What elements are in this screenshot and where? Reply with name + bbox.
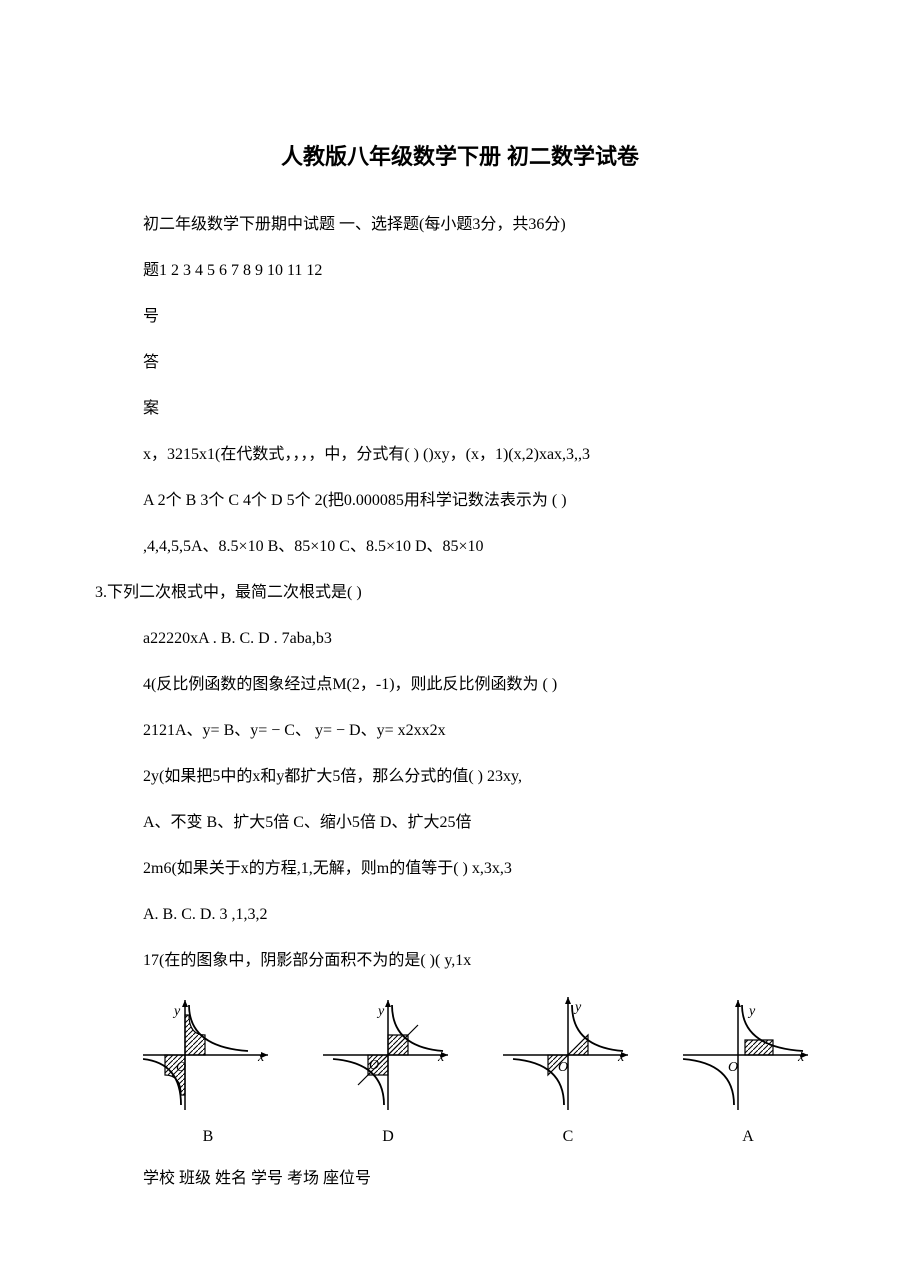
x-axis-label: x xyxy=(258,1047,264,1068)
text-line-10: a22220xA . B. C. D . 7aba,b3 xyxy=(143,627,825,651)
figure-row: y x O B y x O xyxy=(143,995,825,1145)
y-axis-label: y xyxy=(174,1001,180,1022)
text-line-7: A 2个 B 3个 C 4个 D 5个 2(把0.000085用科学记数法表示为… xyxy=(143,489,825,513)
x-axis-label: x xyxy=(618,1047,624,1068)
text-line-15: 2m6(如果关于x的方程,1,无解，则m的值等于( ) x,3x,3 xyxy=(143,857,825,881)
figure-b: y x O B xyxy=(143,995,273,1145)
figure-label-d: D xyxy=(323,1125,453,1149)
figure-c: y x O C xyxy=(503,995,633,1145)
text-line-3: 号 xyxy=(143,305,825,329)
text-line-1: 初二年级数学下册期中试题 一、选择题(每小题3分，共36分) xyxy=(143,213,825,237)
text-line-2: 题1 2 3 4 5 6 7 8 9 10 11 12 xyxy=(143,259,825,283)
x-axis-label: x xyxy=(798,1047,804,1068)
y-axis-label: y xyxy=(575,997,581,1018)
text-line-17: 17(在的图象中，阴影部分面积不为的是( )( y,1x xyxy=(143,949,825,973)
origin-label: O xyxy=(728,1057,738,1078)
text-line-11: 4(反比例函数的图象经过点M(2，-1)，则此反比例函数为 ( ) xyxy=(143,673,825,697)
origin-label: O xyxy=(176,1057,186,1078)
text-line-6: x，3215x1(在代数式，，，，中，分式有( ) ()xy，(x，1)(x,2… xyxy=(143,443,825,467)
y-axis-label: y xyxy=(378,1001,384,1022)
origin-label: O xyxy=(369,1055,379,1076)
text-line-12: 2121A、y= B、y= − C、 y= − D、y= x2xx2x xyxy=(143,719,825,743)
text-line-5: 案 xyxy=(143,397,825,421)
document-title: 人教版八年级数学下册 初二数学试卷 xyxy=(95,140,825,173)
figure-label-b: B xyxy=(143,1125,273,1149)
figure-d: y x O D xyxy=(323,995,453,1145)
text-line-18: 学校 班级 姓名 学号 考场 座位号 xyxy=(143,1167,825,1191)
text-line-14: A、不变 B、扩大5倍 C、缩小5倍 D、扩大25倍 xyxy=(143,811,825,835)
origin-label: O xyxy=(558,1057,568,1078)
figure-label-a: A xyxy=(683,1125,813,1149)
figure-label-c: C xyxy=(503,1125,633,1149)
text-line-9: 3.下列二次根式中，最简二次根式是( ) xyxy=(95,581,825,605)
text-line-8: ,4,4,5,5A、8.5×10 B、85×10 C、8.5×10 D、85×1… xyxy=(143,535,825,559)
text-line-4: 答 xyxy=(143,351,825,375)
text-line-13: 2y(如果把5中的x和y都扩大5倍，那么分式的值( ) 23xy, xyxy=(143,765,825,789)
x-axis-label: x xyxy=(438,1047,444,1068)
figure-a: y x O A xyxy=(683,995,813,1145)
text-line-16: A. B. C. D. 3 ,1,3,2 xyxy=(143,903,825,927)
y-axis-label: y xyxy=(749,1001,755,1022)
